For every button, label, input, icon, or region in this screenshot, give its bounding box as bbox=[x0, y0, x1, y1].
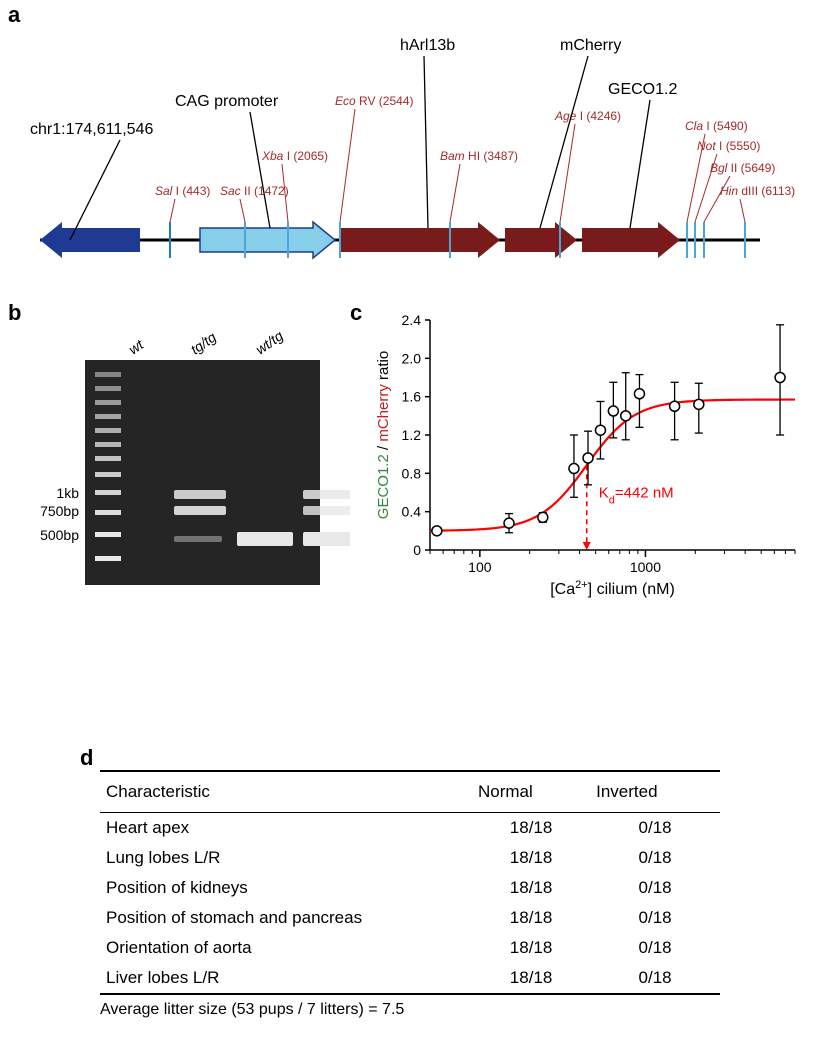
situs-table: Characteristic Normal Inverted Heart ape… bbox=[100, 770, 720, 995]
svg-text:Eco RV (2544): Eco RV (2544) bbox=[335, 94, 414, 108]
svg-text:Xba I (2065): Xba I (2065) bbox=[261, 149, 328, 163]
cell-characteristic: Position of kidneys bbox=[100, 873, 472, 903]
cell-normal: 18/18 bbox=[472, 933, 590, 963]
svg-text:wt/tg: wt/tg bbox=[253, 327, 287, 357]
cell-inverted: 0/18 bbox=[590, 813, 720, 844]
table-row: Liver lobes L/R18/180/18 bbox=[100, 963, 720, 994]
cell-characteristic: Position of stomach and pancreas bbox=[100, 903, 472, 933]
panel-d-label: d bbox=[80, 745, 93, 771]
table-caption: Average litter size (53 pups / 7 litters… bbox=[100, 995, 720, 1019]
table-row: Heart apex18/180/18 bbox=[100, 813, 720, 844]
svg-text:hArl13b: hArl13b bbox=[400, 37, 455, 54]
svg-text:Sal I (443): Sal I (443) bbox=[155, 184, 210, 198]
cell-inverted: 0/18 bbox=[590, 933, 720, 963]
svg-text:mCherry: mCherry bbox=[560, 37, 621, 54]
svg-text:2.4: 2.4 bbox=[402, 312, 422, 328]
svg-text:Kd=442 nM: Kd=442 nM bbox=[599, 484, 674, 506]
cell-inverted: 0/18 bbox=[590, 843, 720, 873]
svg-text:1kb: 1kb bbox=[56, 485, 79, 501]
cell-normal: 18/18 bbox=[472, 813, 590, 844]
cell-normal: 18/18 bbox=[472, 843, 590, 873]
svg-text:chr1:174,611,546: chr1:174,611,546 bbox=[30, 121, 153, 138]
svg-text:Not I (5550): Not I (5550) bbox=[697, 139, 760, 153]
svg-text:Cla I (5490): Cla I (5490) bbox=[685, 119, 748, 133]
table-row: Lung lobes L/R18/180/18 bbox=[100, 843, 720, 873]
cell-characteristic: Orientation of aorta bbox=[100, 933, 472, 963]
svg-text:Bgl II (5649): Bgl II (5649) bbox=[710, 161, 775, 175]
table-row: Position of kidneys18/180/18 bbox=[100, 873, 720, 903]
panel-c-label: c bbox=[350, 300, 362, 326]
table-row: Orientation of aorta18/180/18 bbox=[100, 933, 720, 963]
svg-text:GECO1.2 / mCherry ratio: GECO1.2 / mCherry ratio bbox=[375, 351, 392, 519]
svg-text:750bp: 750bp bbox=[40, 503, 79, 519]
svg-text:GECO1.2: GECO1.2 bbox=[608, 81, 677, 98]
svg-text:100: 100 bbox=[468, 559, 492, 575]
cell-inverted: 0/18 bbox=[590, 963, 720, 994]
svg-text:1000: 1000 bbox=[630, 559, 661, 575]
construct-map: Sal I (443) Sac II (1472) Xba I (2065) Eco … bbox=[0, 0, 828, 280]
col-characteristic: Characteristic bbox=[100, 771, 472, 813]
cell-characteristic: Liver lobes L/R bbox=[100, 963, 472, 994]
svg-text:1.2: 1.2 bbox=[402, 427, 422, 443]
svg-text:Sac II (1472): Sac II (1472) bbox=[220, 184, 289, 198]
svg-text:500bp: 500bp bbox=[40, 527, 79, 543]
svg-text:0.8: 0.8 bbox=[402, 465, 422, 481]
svg-text:1.6: 1.6 bbox=[402, 389, 422, 405]
figure-root: a b c d Sal I (443)Sac II (1472)Xba I (2… bbox=[0, 0, 828, 1050]
svg-text:0.4: 0.4 bbox=[402, 504, 422, 520]
svg-text:tg/tg: tg/tg bbox=[188, 329, 220, 358]
col-normal: Normal bbox=[472, 771, 590, 813]
svg-text:wt: wt bbox=[126, 336, 148, 358]
calcium-response-chart: 0 0.4 0.8 1.2 1.6 2.0 2.4 100 1000 [Ca2+] cilium … bbox=[370, 310, 820, 610]
cell-normal: 18/18 bbox=[472, 873, 590, 903]
svg-text:CAG promoter: CAG promoter bbox=[175, 93, 279, 110]
cell-inverted: 0/18 bbox=[590, 903, 720, 933]
cell-normal: 18/18 bbox=[472, 903, 590, 933]
svg-text:2.0: 2.0 bbox=[402, 350, 422, 366]
cell-inverted: 0/18 bbox=[590, 873, 720, 903]
svg-text:0: 0 bbox=[413, 542, 421, 558]
svg-text:[Ca2+] cilium (nM): [Ca2+] cilium (nM) bbox=[550, 579, 675, 598]
gel-image: 1kb 750bp 500bp wt tg/tg wt/tg bbox=[10, 320, 350, 590]
svg-text:Bam HI (3487): Bam HI (3487) bbox=[440, 149, 518, 163]
cell-characteristic: Lung lobes L/R bbox=[100, 843, 472, 873]
cell-normal: 18/18 bbox=[472, 963, 590, 994]
col-inverted: Inverted bbox=[590, 771, 720, 813]
svg-text:Hin dIII (6113): Hin dIII (6113) bbox=[720, 184, 795, 198]
situs-table-wrap: Characteristic Normal Inverted Heart ape… bbox=[100, 770, 720, 1019]
cell-characteristic: Heart apex bbox=[100, 813, 472, 844]
table-row: Position of stomach and pancreas18/180/1… bbox=[100, 903, 720, 933]
svg-text:Age I (4246): Age I (4246) bbox=[554, 109, 621, 123]
